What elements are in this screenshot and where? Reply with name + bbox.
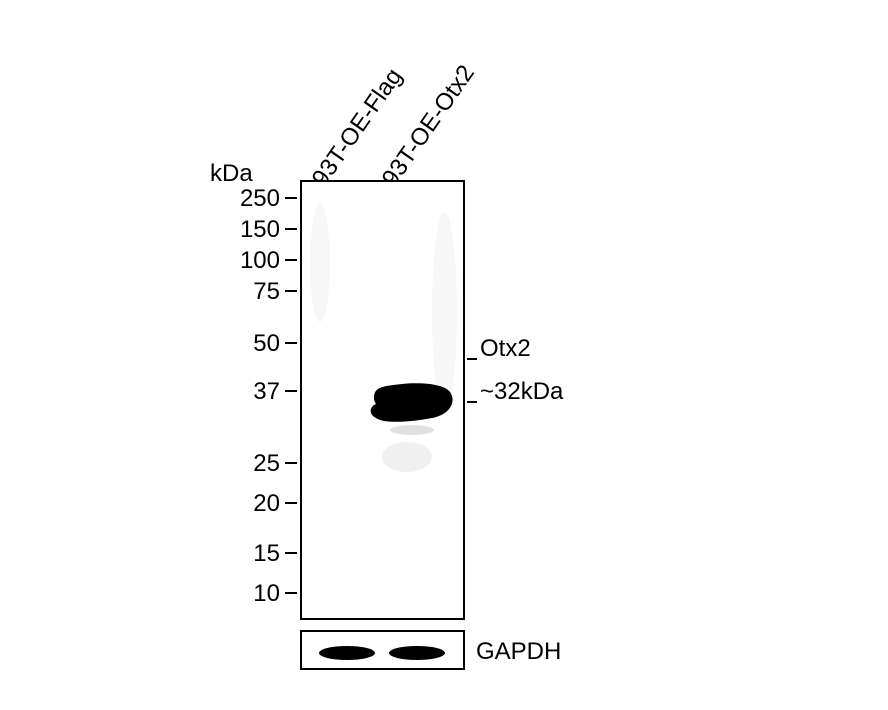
- mw-tick: [285, 462, 297, 464]
- observed-mw-label: ~32kDa: [480, 378, 563, 406]
- mw-tick: [285, 592, 297, 594]
- gapdh-blot-membrane: [300, 630, 465, 670]
- mw-tick: [285, 290, 297, 292]
- mw-marker-10: 10: [220, 580, 280, 608]
- target-tick: [467, 358, 477, 360]
- observed-mw-tick: [467, 401, 477, 403]
- gapdh-bands-svg: [302, 632, 465, 670]
- mw-marker-20: 20: [220, 490, 280, 518]
- mw-marker-37: 37: [220, 378, 280, 406]
- mw-tick: [285, 390, 297, 392]
- mw-marker-15: 15: [220, 540, 280, 568]
- main-blot-membrane: [300, 180, 465, 620]
- mw-marker-75: 75: [220, 278, 280, 306]
- mw-tick: [285, 197, 297, 199]
- mw-tick: [285, 342, 297, 344]
- otx2-band-svg: [302, 182, 465, 620]
- mw-tick: [285, 502, 297, 504]
- target-name-label: Otx2: [480, 335, 531, 363]
- mw-marker-25: 25: [220, 450, 280, 478]
- mw-marker-50: 50: [220, 330, 280, 358]
- kda-unit-label: kDa: [210, 160, 253, 188]
- mw-marker-250: 250: [220, 185, 280, 213]
- mw-marker-150: 150: [220, 216, 280, 244]
- western-blot-figure: kDa 293T-OE-Flag 293T-OE-Otx2 250 150 10…: [140, 10, 740, 700]
- mw-tick: [285, 552, 297, 554]
- gapdh-label: GAPDH: [476, 638, 561, 666]
- mw-marker-100: 100: [220, 247, 280, 275]
- mw-tick: [285, 259, 297, 261]
- mw-tick: [285, 228, 297, 230]
